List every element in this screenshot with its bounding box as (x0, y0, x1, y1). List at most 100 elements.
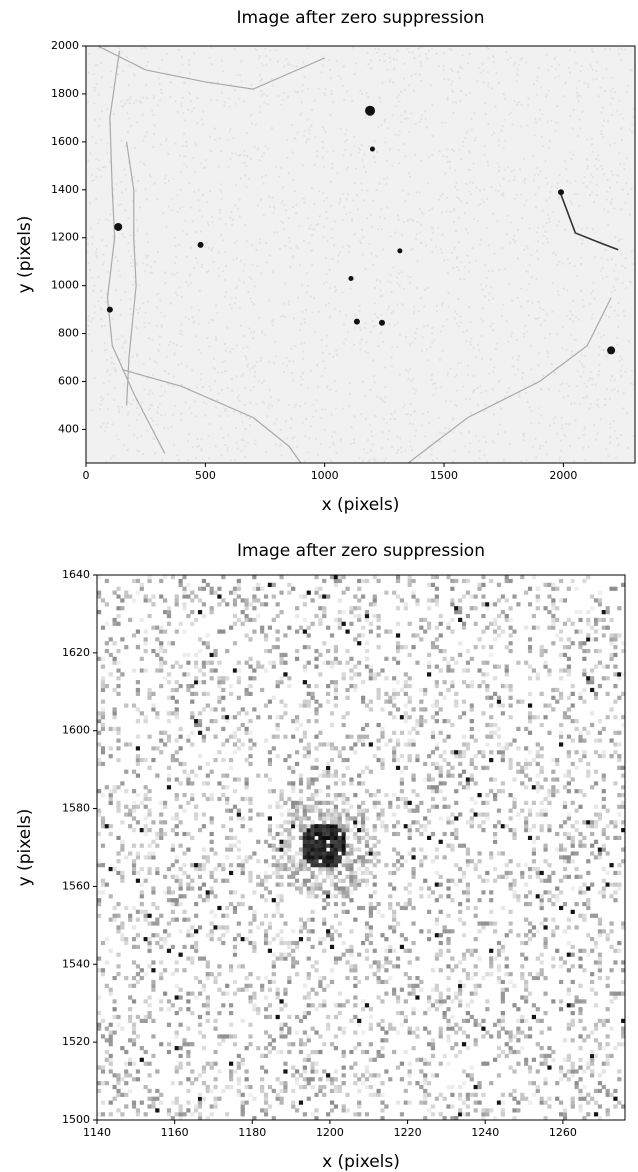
noise (586, 138, 589, 141)
pixel (310, 843, 315, 848)
noise (581, 363, 584, 366)
noise (196, 261, 199, 264)
pixel (139, 711, 144, 716)
pixel (147, 964, 152, 969)
noise (409, 402, 412, 405)
pixel (178, 886, 183, 891)
pixel (244, 687, 249, 693)
pixel (248, 972, 253, 977)
noise (478, 189, 481, 192)
pixel (131, 843, 137, 848)
pixel (201, 578, 207, 584)
noise (141, 453, 144, 456)
pixel (163, 598, 168, 603)
pixel (116, 925, 121, 930)
pixel (283, 991, 288, 996)
pixel (345, 812, 350, 817)
noise (369, 67, 372, 70)
noise (267, 360, 270, 363)
pixel (135, 746, 141, 751)
pixel (302, 816, 307, 821)
pixel (349, 804, 354, 809)
noise (244, 161, 247, 164)
pixel (244, 660, 249, 665)
pixel (128, 594, 133, 599)
noise (245, 428, 248, 431)
pixel (341, 1003, 346, 1008)
noise (549, 190, 552, 193)
noise (561, 382, 564, 385)
noise (557, 290, 560, 293)
noise (219, 149, 222, 152)
noise (572, 320, 575, 323)
pixel (248, 808, 253, 813)
noise (147, 337, 150, 340)
noise (202, 110, 205, 113)
pixel (357, 979, 362, 985)
pixel (267, 890, 273, 895)
noise (389, 148, 392, 151)
pixel (291, 964, 296, 969)
noise (358, 304, 361, 307)
noise (551, 310, 554, 313)
noise (418, 54, 421, 57)
pixel (283, 711, 288, 716)
pixel (275, 1096, 280, 1101)
pixel (112, 1014, 117, 1020)
pixel (159, 937, 164, 942)
pixel (116, 726, 121, 732)
pixel (310, 691, 315, 696)
pixel (131, 703, 137, 708)
pixel (287, 874, 292, 879)
noise (265, 261, 268, 264)
noise (151, 404, 154, 407)
noise (536, 240, 539, 243)
pixel (97, 590, 102, 595)
noise (346, 90, 349, 93)
noise (320, 374, 323, 377)
noise (331, 166, 334, 169)
pixel (380, 1116, 385, 1121)
pixel (322, 1069, 327, 1074)
pixel (197, 1092, 203, 1097)
noise (226, 449, 229, 452)
pixel (155, 1096, 160, 1101)
pixel (217, 905, 222, 911)
pixel (326, 761, 331, 767)
noise (479, 283, 482, 286)
pixel (380, 933, 385, 938)
pixel (104, 1026, 109, 1031)
pixel (295, 656, 300, 661)
pixel (279, 940, 284, 946)
pixel (302, 1077, 307, 1082)
noise (168, 95, 171, 98)
noise (264, 451, 267, 454)
pixel (166, 999, 172, 1004)
pixel (364, 933, 370, 938)
noise (387, 126, 390, 129)
pixel (209, 831, 214, 837)
noise (459, 89, 462, 92)
pixel (217, 1042, 222, 1047)
pixel (353, 1046, 358, 1051)
noise (504, 395, 507, 398)
pixel (190, 715, 195, 720)
pixel (108, 866, 113, 872)
noise (353, 135, 356, 138)
noise (541, 113, 544, 116)
noise (320, 71, 323, 74)
pixel (232, 730, 238, 735)
noise (385, 422, 388, 425)
noise (173, 351, 176, 354)
pixel (279, 652, 284, 658)
noise (181, 229, 184, 232)
pixel (174, 1046, 179, 1051)
noise (610, 258, 613, 261)
pixel (364, 956, 370, 961)
noise (253, 375, 256, 378)
pixel (314, 874, 319, 879)
noise (577, 134, 580, 137)
noise (379, 280, 382, 283)
pixel (155, 870, 160, 876)
noise (188, 182, 191, 185)
